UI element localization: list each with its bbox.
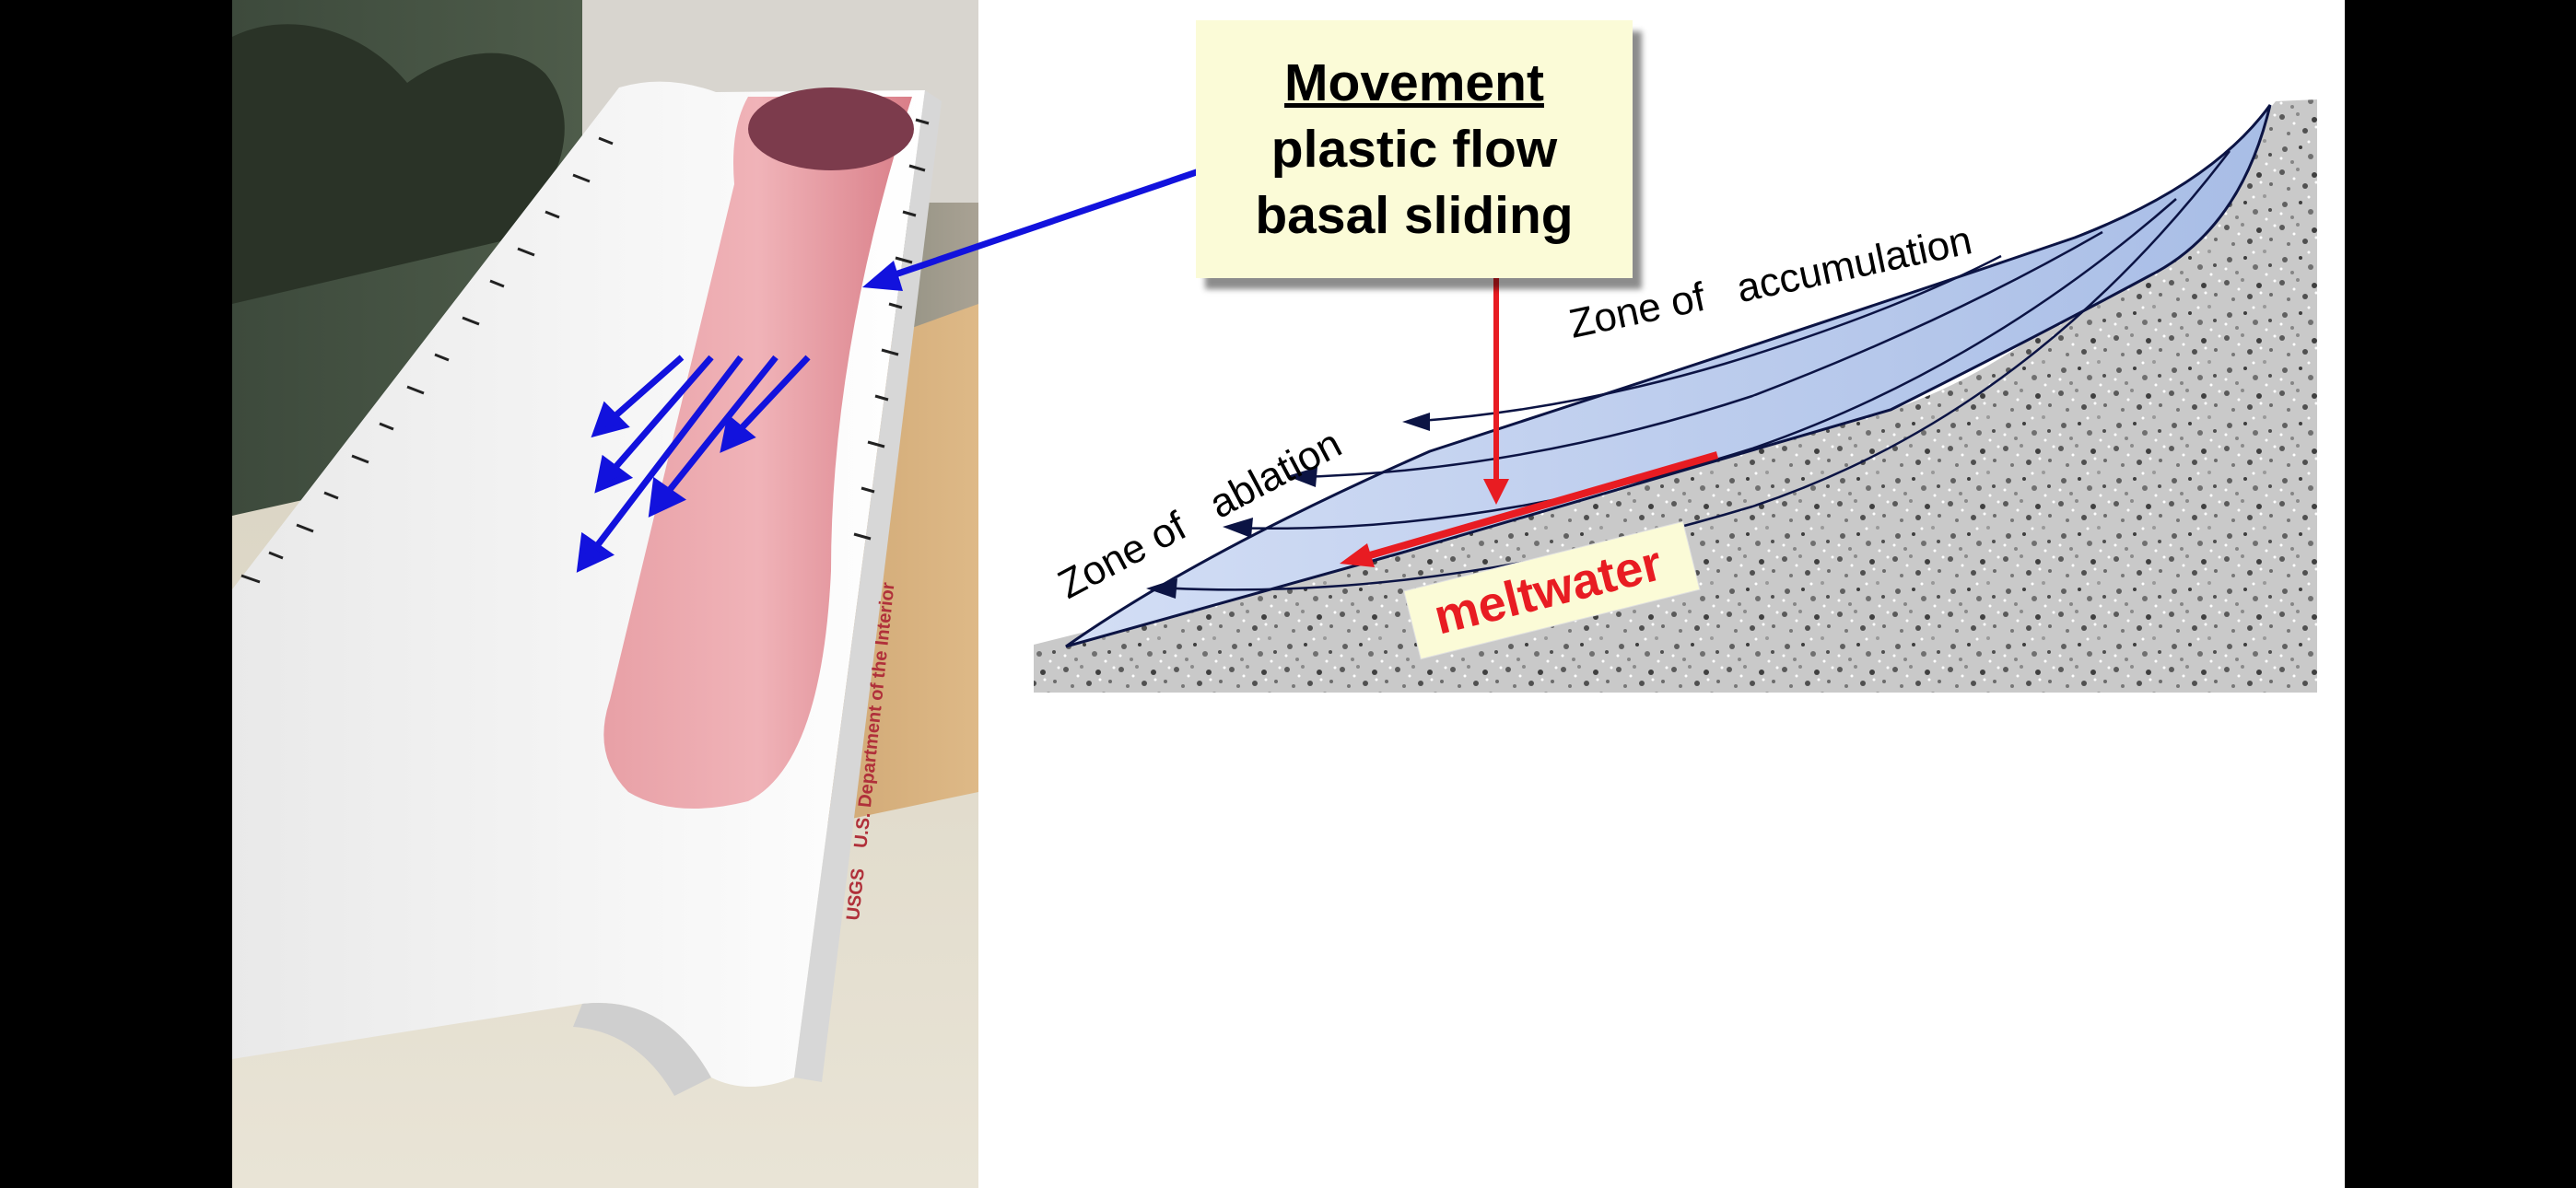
flow-arrow [662,355,779,498]
bedrock [1034,99,2317,693]
callout-title: Movement [1284,53,1544,112]
glacier-diagram: meltwater Zone of accumulation Zone of a… [862,99,2317,693]
arrow-head [1223,518,1253,538]
flow-line [1295,230,2103,479]
flow-arrow [609,355,685,422]
movement-callout: Movement plastic flow basal sliding [1196,20,1633,278]
flow-arrow [591,355,744,553]
pink-putty [603,97,912,809]
meltwater-arrow [1340,451,1719,567]
glacier-ice [1065,104,2272,648]
arrow-head [594,454,634,494]
arrow-head [576,531,615,573]
flow-arrow [609,355,714,474]
arrow-head [1483,479,1509,505]
flume-end [573,1003,711,1096]
plant-leaves [232,24,565,304]
callout-pointer-arrow [862,157,1231,291]
arrow-head [1402,413,1430,431]
arrow-head [591,401,630,438]
slide: USGS U.S. Department of the Interior [232,0,2345,1188]
pink-putty-top [748,87,914,170]
flow-arrows [576,355,811,573]
arrow-head [1340,543,1375,567]
meltwater-box [1403,520,1701,660]
flow-line [1157,150,2231,591]
flume-tick-marks [240,118,930,584]
letterbox-right [2345,0,2576,1188]
arrow-head [1146,578,1177,599]
flow-line [1420,254,2002,423]
callout-line-plastic-flow: plastic flow [1270,120,1558,179]
callout-down-arrow [1483,258,1509,505]
callout-line-basal-sliding: basal sliding [1255,186,1574,245]
arrow-head [648,476,687,518]
flow-line [1231,198,2177,530]
arrow-head [720,413,756,453]
flume-rim [794,90,942,1082]
flow-arrow [734,355,811,436]
arrow-head [1287,467,1317,487]
ice-flow-lines [1157,150,2231,591]
letterbox-left [0,0,232,1188]
arrow-head [862,261,903,291]
flume-photo: USGS U.S. Department of the Interior [232,0,978,1188]
ice-flow-arrowheads [1146,413,1430,599]
